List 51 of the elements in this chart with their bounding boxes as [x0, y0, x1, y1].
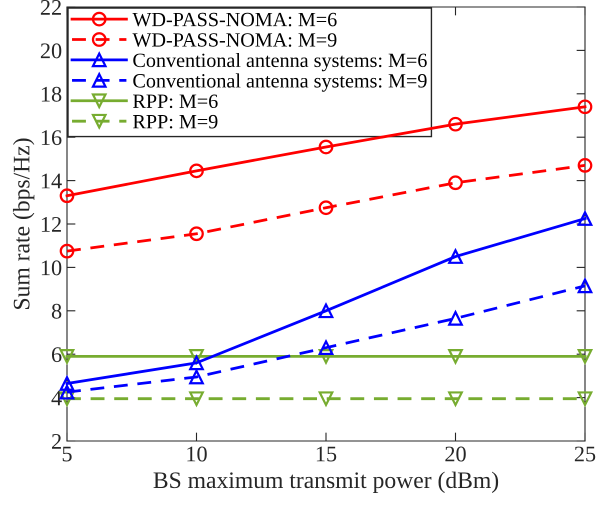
point	[448, 175, 463, 190]
point	[578, 391, 592, 406]
legend-label: WD-PASS-NOMA: M=6	[132, 12, 337, 26]
point	[578, 158, 592, 173]
y-tick-label: 2	[52, 434, 61, 449]
point	[318, 303, 334, 318]
point	[448, 391, 463, 406]
x-tick-label: 20	[445, 446, 466, 462]
point	[189, 370, 204, 384]
point	[448, 249, 463, 264]
point	[318, 140, 334, 154]
point	[448, 349, 463, 364]
x-tick-label: 25	[574, 446, 596, 462]
y-tick-label: 16	[42, 130, 62, 146]
point	[448, 311, 463, 326]
legend-label: RPP: M=6	[133, 94, 218, 108]
point	[578, 211, 592, 226]
y-axis-title: Sum rate (bps/Hz)	[12, 138, 34, 309]
y-tick-label: 22	[40, 0, 61, 15]
point	[578, 99, 592, 114]
point	[189, 356, 204, 370]
point	[578, 278, 592, 294]
y-tick-label: 10	[42, 260, 62, 276]
legend-label: RPP: M=9	[133, 114, 218, 129]
point	[189, 163, 204, 178]
point	[60, 376, 74, 391]
legend-label: Conventional antenna systems: M=6	[133, 52, 427, 72]
point	[189, 391, 204, 406]
y-tick-label: 4	[51, 390, 62, 406]
x-tick-label: 5	[62, 446, 72, 462]
point	[189, 349, 204, 364]
y-tick-label: 8	[52, 304, 62, 319]
y-tick-label: 14	[42, 174, 62, 188]
point	[318, 349, 334, 364]
y-tick-label: 20	[40, 43, 62, 58]
point	[318, 391, 334, 406]
y-tick-label: 18	[42, 86, 62, 102]
point	[448, 116, 463, 132]
x-tick-label: 10	[187, 446, 207, 462]
legend-label: Conventional antenna systems: M=9	[133, 73, 427, 92]
point	[189, 226, 204, 242]
point	[60, 244, 74, 258]
x-axis-title: BS maximum transmit power (dBm)	[154, 472, 498, 493]
y-tick-label: 12	[42, 216, 61, 232]
x-tick-label: 15	[316, 446, 336, 462]
point	[60, 188, 74, 204]
y-tick-label: 6	[52, 347, 62, 362]
legend-label: WD-PASS-NOMA: M=9	[132, 33, 336, 47]
point	[318, 340, 334, 356]
point	[318, 200, 334, 216]
point	[578, 349, 592, 364]
